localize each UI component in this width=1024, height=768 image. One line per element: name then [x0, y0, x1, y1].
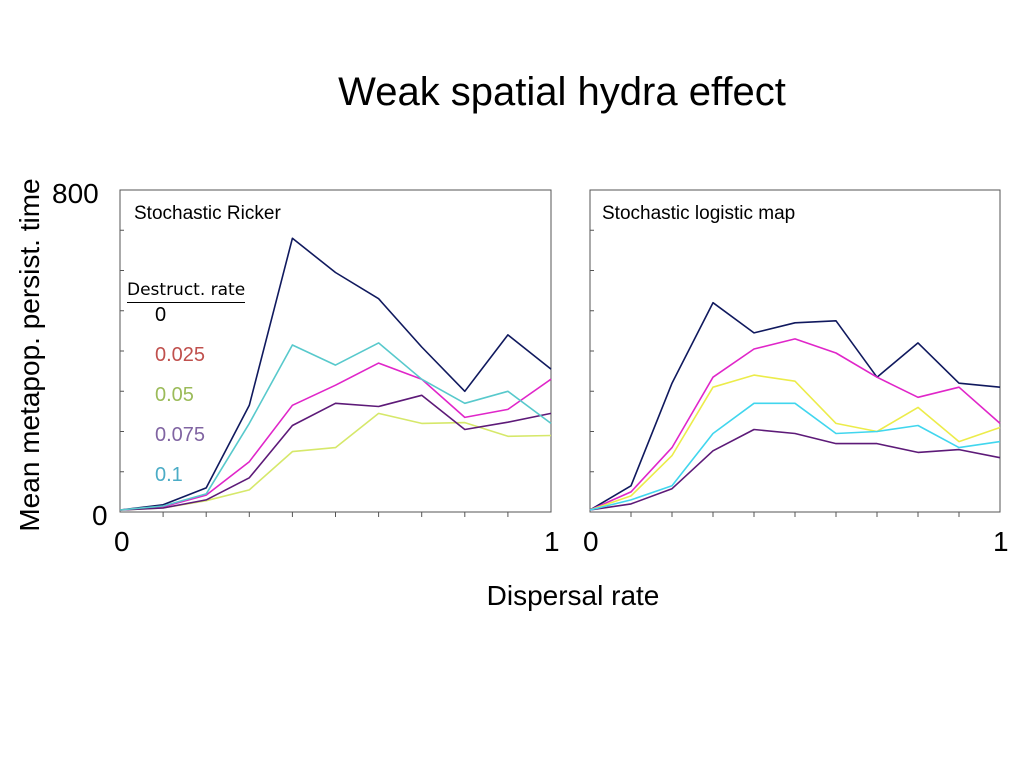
legend: Destruct. rate 0 0.025 0.05 0.075 0.1 [127, 280, 246, 486]
left-series-0-025-line [119, 362, 552, 511]
right-x-tick-label-0: 0 [583, 526, 599, 557]
legend-item-0-1: 0.1 [155, 464, 183, 486]
legend-item-0-05: 0.05 [155, 384, 194, 406]
right-panel-label: Stochastic logistic map [602, 203, 795, 224]
y-tick-label-top: 800 [52, 178, 99, 209]
left-series-0-line [119, 237, 552, 511]
legend-item-0-025: 0.025 [155, 344, 206, 366]
right-series-0-075-line [589, 428, 1001, 511]
y-tick-label-bottom: 0 [92, 500, 108, 531]
chart-title: Weak spatial hydra effect [338, 70, 786, 114]
right-panel-frame [589, 189, 1001, 513]
legend-item-0-075: 0.075 [155, 424, 206, 446]
legend-item-0: 0 [155, 304, 167, 326]
left-series-0-075-line [119, 394, 552, 511]
right-series-0-1-line [589, 402, 1001, 511]
left-x-tick-label-1: 1 [544, 526, 560, 557]
left-panel-label: Stochastic Ricker [134, 203, 281, 224]
legend-title: Destruct. rate [127, 280, 246, 303]
right-x-tick-label-1: 1 [993, 526, 1009, 557]
left-series-0-1-line [119, 342, 552, 511]
right-series-0-025-line [589, 338, 1001, 511]
right-series-0-line [589, 301, 1001, 511]
x-axis-label: Dispersal rate [486, 580, 660, 611]
left-x-tick-label-0: 0 [114, 526, 130, 557]
right-series-0-05-line [589, 374, 1001, 511]
